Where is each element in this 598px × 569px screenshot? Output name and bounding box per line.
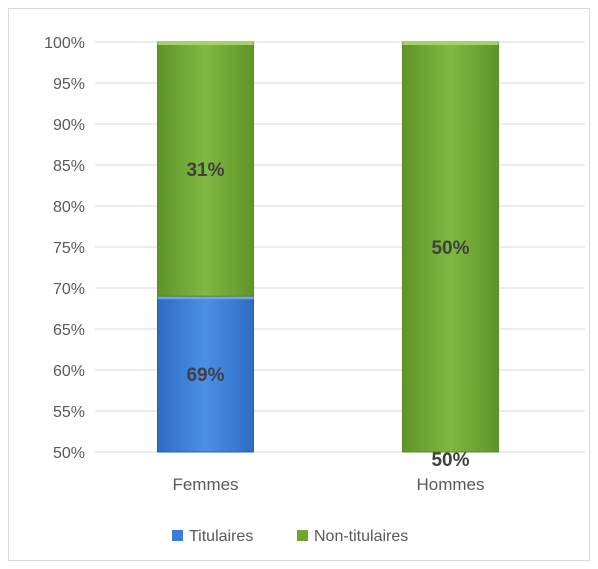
data-label: 50%: [431, 238, 469, 259]
bar-titulaires-femmes: [157, 295, 254, 453]
bar-top-highlight: [157, 296, 254, 300]
y-tick-label: 95%: [53, 76, 85, 93]
bar-non-titulaires-femmes: [157, 41, 254, 297]
legend-swatch: [297, 530, 308, 541]
data-label: 50%: [431, 450, 469, 471]
y-tick-label: 100%: [44, 35, 85, 52]
x-category-label: Femmes: [172, 475, 238, 494]
y-tick-label: 65%: [53, 322, 85, 339]
y-tick-label: 85%: [53, 158, 85, 175]
bar-top-highlight: [402, 42, 499, 45]
bar-top-highlight: [157, 42, 254, 45]
y-tick-label: 55%: [53, 404, 85, 421]
y-tick-label: 90%: [53, 117, 85, 134]
y-tick-label: 75%: [53, 240, 85, 257]
bar-non-titulaires-hommes: [402, 41, 499, 453]
y-tick-label: 70%: [53, 281, 85, 298]
y-tick-label: 60%: [53, 363, 85, 380]
y-tick-label: 80%: [53, 199, 85, 216]
legend-label: Non-titulaires: [314, 528, 408, 545]
y-tick-label: 50%: [53, 445, 85, 462]
legend-label: Titulaires: [189, 528, 253, 545]
data-label: 69%: [186, 365, 224, 386]
data-label: 31%: [186, 160, 224, 181]
legend-swatch: [172, 530, 183, 541]
x-category-label: Hommes: [416, 475, 484, 494]
